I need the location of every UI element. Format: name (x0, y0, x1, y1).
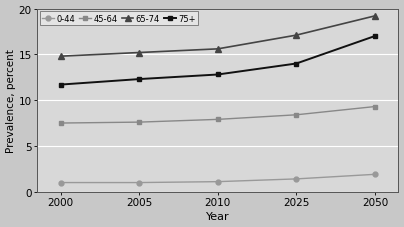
0-44 (215, 180, 220, 183)
65-74 (294, 35, 299, 37)
0-44 (372, 173, 377, 176)
45-64 (58, 122, 63, 125)
75+ (372, 35, 377, 38)
75+ (294, 63, 299, 66)
Line: 65-74: 65-74 (58, 14, 378, 60)
65-74 (58, 56, 63, 58)
Line: 75+: 75+ (58, 35, 377, 88)
0-44 (137, 181, 142, 184)
75+ (58, 84, 63, 86)
Legend: 0-44, 45-64, 65-74, 75+: 0-44, 45-64, 65-74, 75+ (40, 12, 198, 26)
45-64 (372, 106, 377, 109)
45-64 (294, 114, 299, 117)
65-74 (372, 15, 377, 18)
Y-axis label: Prevalence, percent: Prevalence, percent (6, 49, 16, 152)
0-44 (294, 178, 299, 180)
75+ (137, 78, 142, 81)
45-64 (137, 121, 142, 124)
Line: 45-64: 45-64 (58, 105, 377, 126)
Line: 0-44: 0-44 (58, 172, 377, 185)
0-44 (58, 181, 63, 184)
75+ (215, 74, 220, 76)
65-74 (137, 52, 142, 55)
X-axis label: Year: Year (206, 212, 229, 222)
45-64 (215, 118, 220, 121)
65-74 (215, 48, 220, 51)
